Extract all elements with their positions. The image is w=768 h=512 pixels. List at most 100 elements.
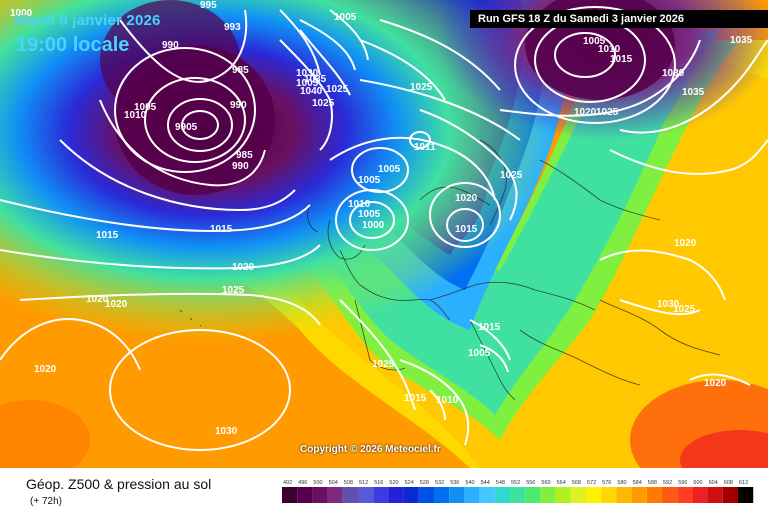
legend-value: 584 <box>633 480 642 486</box>
legend-swatch <box>434 487 450 503</box>
isobar-label: 1015 <box>96 230 119 241</box>
legend-value: 548 <box>496 480 505 486</box>
legend-value: 504 <box>329 480 338 486</box>
legend-swatch <box>555 487 571 503</box>
legend-value: 564 <box>557 480 566 486</box>
isobar-label: 1025 <box>673 304 696 315</box>
legend-swatch <box>297 487 313 503</box>
legend-value: 528 <box>420 480 429 486</box>
legend-value: 568 <box>572 480 581 486</box>
isobar-label: 1015 <box>455 224 478 235</box>
isobar-label: 1000 <box>362 220 385 231</box>
legend-swatch <box>510 487 526 503</box>
isobar-label: 1020 <box>86 294 109 305</box>
isobar-label: 1005 <box>358 175 381 186</box>
legend-swatch <box>479 487 495 503</box>
legend-value: 516 <box>374 480 383 486</box>
isobars <box>0 6 768 451</box>
weather-map: 995 993 990 985 9905 990 985 990 1000 10… <box>0 0 768 468</box>
isobar-label: 1020 <box>105 299 128 310</box>
isobar-label: 990 <box>230 100 247 111</box>
isobar-label: 1030 <box>657 299 680 310</box>
legend-value: 544 <box>481 480 490 486</box>
legend-value: 592 <box>663 480 672 486</box>
run-info: Run GFS 18 Z du Samedi 3 janvier 2026 <box>470 10 768 28</box>
legend-swatch <box>722 487 738 503</box>
isobar-label: 985 <box>236 150 253 161</box>
isobar-label: 1020 <box>574 107 597 118</box>
isobar-label: 1005 <box>296 78 319 89</box>
forecast-offset: (+ 72h) <box>30 496 62 507</box>
legend-swatch <box>464 487 480 503</box>
color-legend: 492 496 500 504 508 512 516 520 524 528 532 536 540 5… <box>282 476 756 511</box>
legend-swatch <box>646 487 662 503</box>
legend-bar: 492 496 500 504 508 512 516 520 524 528 532 536 540 5… <box>282 480 754 503</box>
isobar-label: 1020 <box>455 193 478 204</box>
isobar-label: 1010 <box>598 44 621 55</box>
legend-swatch <box>358 487 374 503</box>
isobar-label: 1025 <box>372 359 395 370</box>
legend-value: 552 <box>511 480 520 486</box>
isobar-label: 1005 <box>334 12 357 23</box>
isobar-label: 1020 <box>704 378 727 389</box>
forecast-date: Mardi 6 janvier 2026 <box>14 12 161 29</box>
isobar-label: 995 <box>200 0 217 11</box>
legend-value: 540 <box>465 480 474 486</box>
legend-value: 524 <box>405 480 414 486</box>
isobar-label: 985 <box>232 65 249 76</box>
legend-swatch <box>677 487 693 503</box>
isobar-label: 993 <box>224 22 241 33</box>
legend-value: 500 <box>313 480 322 486</box>
legend-swatch <box>494 487 510 503</box>
isobar-label: 1005 <box>358 209 381 220</box>
isobar-label: 1035 <box>682 87 705 98</box>
legend-swatch <box>373 487 389 503</box>
legend-value: 572 <box>587 480 596 486</box>
legend-value: 608 <box>724 480 733 486</box>
legend-value: 604 <box>709 480 718 486</box>
isobar-label: 1005 <box>378 164 401 175</box>
isobar-labels: 995 993 990 985 9905 990 985 990 1000 10… <box>10 0 753 437</box>
isobar-label: 1020 <box>674 238 697 249</box>
legend-value: 556 <box>526 480 535 486</box>
isobar-label: 1025 <box>500 170 523 181</box>
legend-swatch <box>540 487 556 503</box>
isobar-label: 1010 <box>436 395 459 406</box>
isobar-label: 1025 <box>312 98 335 109</box>
legend-swatch <box>662 487 678 503</box>
isobar-label: 1015 <box>210 224 233 235</box>
legend-swatch <box>418 487 434 503</box>
legend-swatch <box>586 487 602 503</box>
isobar-label: 1020 <box>34 364 57 375</box>
legend-value: 508 <box>344 480 353 486</box>
legend-swatch <box>449 487 465 503</box>
legend-value: 612 <box>739 480 748 486</box>
isobar-label: 1035 <box>304 74 327 85</box>
isobar-label: 1010 <box>124 110 147 121</box>
legend-value: 580 <box>617 480 626 486</box>
legend-value: 532 <box>435 480 444 486</box>
legend-value: 576 <box>602 480 611 486</box>
isobar-label: 1015 <box>478 322 501 333</box>
isobar-label: 1005 <box>134 102 157 113</box>
legend-value: 600 <box>693 480 702 486</box>
map-title: Géop. Z500 & pression au sol <box>26 476 212 492</box>
isobar-label: 1025 <box>410 82 433 93</box>
legend-swatch <box>327 487 343 503</box>
isobar-label: 9905 <box>175 122 198 133</box>
weather-map-canvas: 995 993 990 985 9905 990 985 990 1000 10… <box>0 0 768 468</box>
legend-value: 560 <box>541 480 550 486</box>
forecast-time: 19:00 locale <box>16 34 130 56</box>
isobar-label: 1025 <box>326 84 349 95</box>
legend-swatch <box>570 487 586 503</box>
isobar-label: 1030 <box>662 68 685 79</box>
isobar-label: 1010 <box>348 199 371 210</box>
isobar-label: 1025 <box>596 107 619 118</box>
legend-swatch <box>282 487 298 503</box>
isobar-label: 1000 <box>10 8 33 19</box>
legend-value: 520 <box>389 480 398 486</box>
copyright: Copyright © 2026 Meteociel.fr <box>300 444 441 455</box>
isobar-label: 990 <box>232 161 249 172</box>
legend-swatch <box>738 487 754 503</box>
legend-swatch <box>403 487 419 503</box>
